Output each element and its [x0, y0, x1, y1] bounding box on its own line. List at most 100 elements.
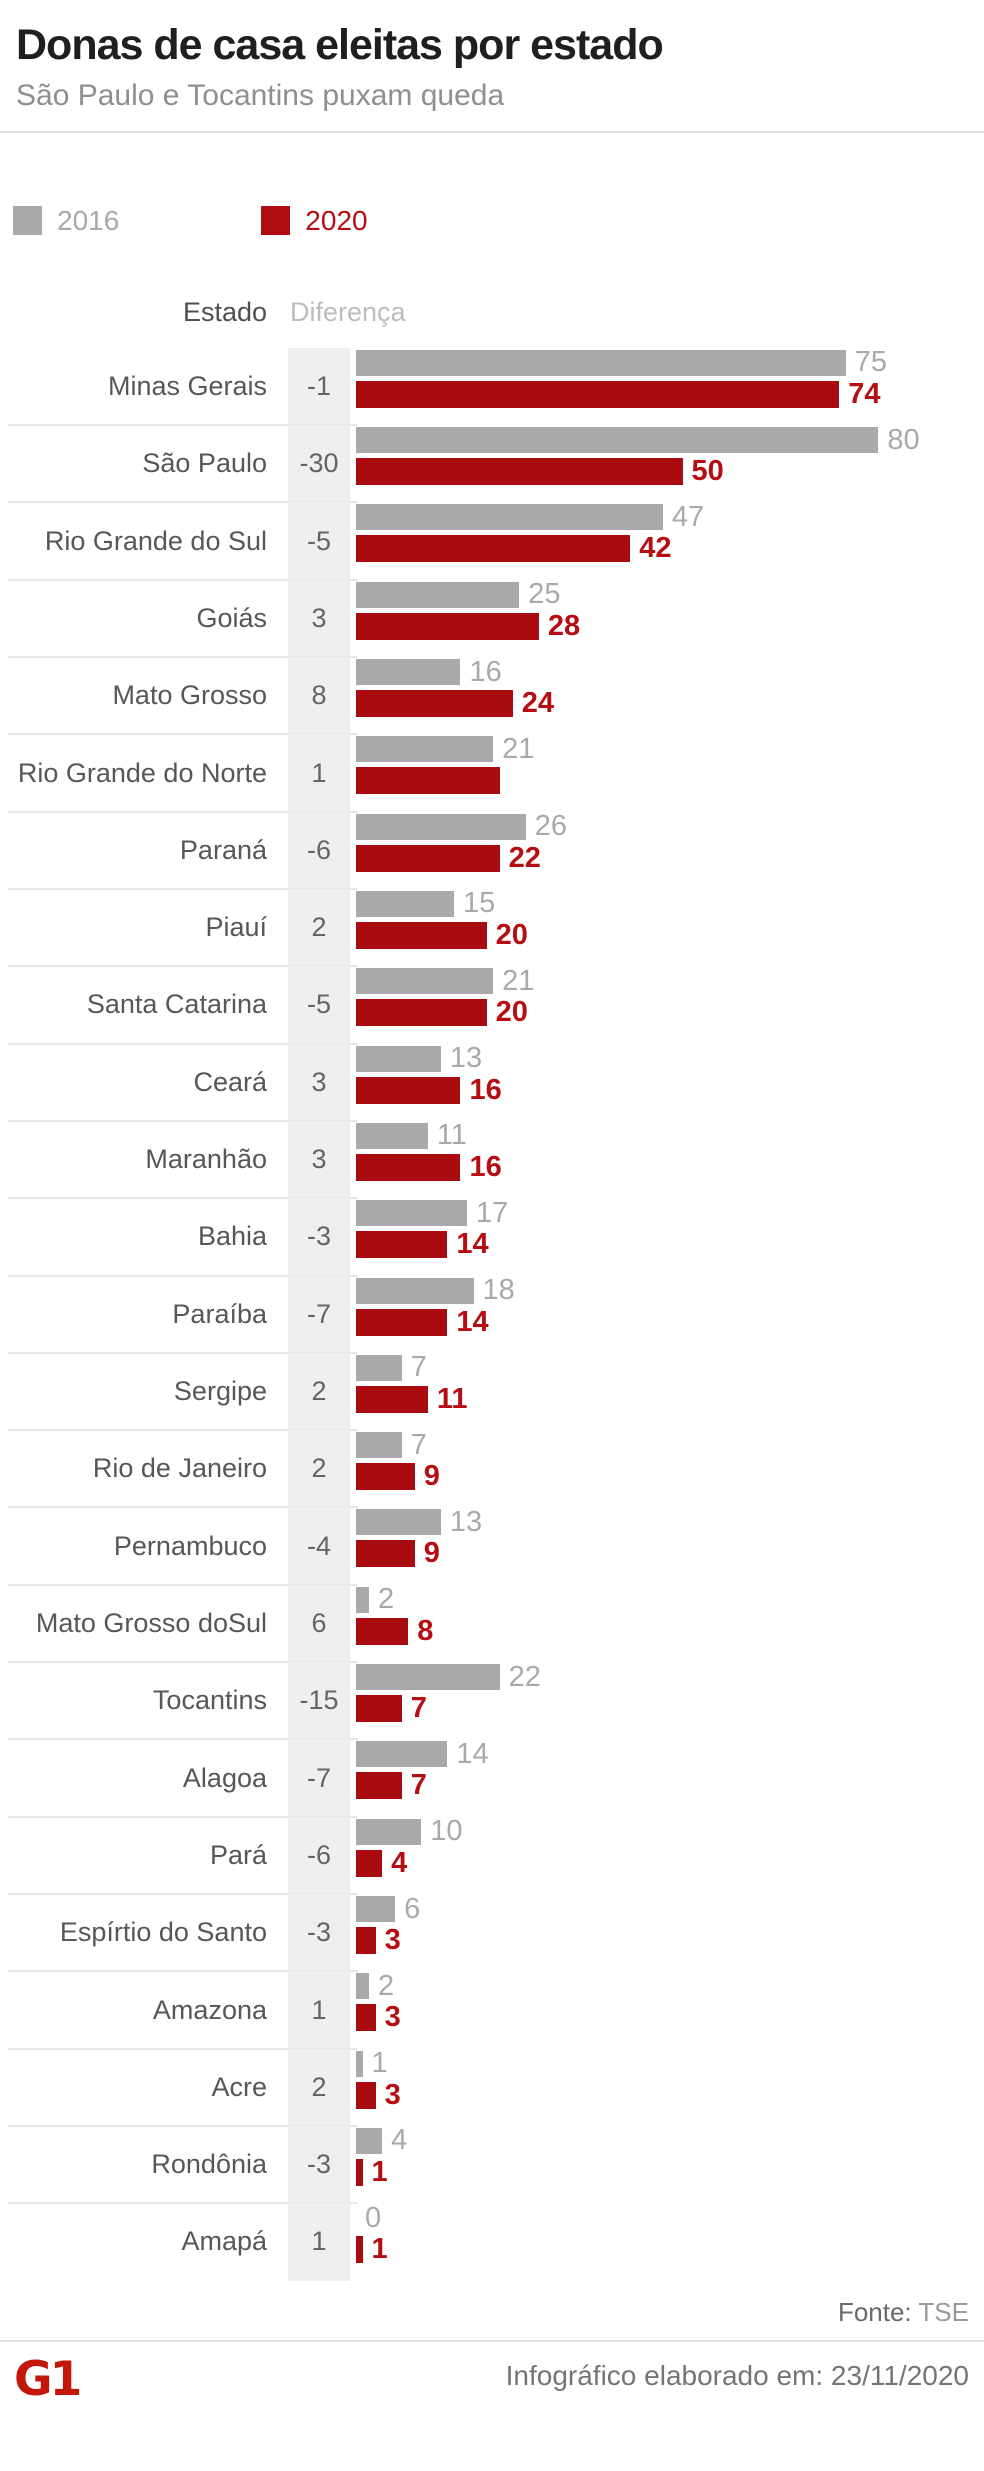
diff-value: -5 — [288, 966, 350, 1044]
bar-2020 — [356, 2158, 363, 2186]
diff-value: -7 — [288, 1739, 350, 1817]
bar-line-2020: 9 — [356, 1462, 984, 1491]
table-row: Amazona 1 2 3 — [0, 1971, 984, 2050]
bar-2020 — [356, 612, 539, 640]
bar-line-2016: 13 — [356, 1505, 984, 1538]
bars-cell: 0 1 — [356, 2203, 984, 2280]
bar-2020 — [356, 690, 513, 718]
bar-2020 — [356, 1463, 415, 1491]
bar-2020 — [356, 535, 631, 563]
table-row: Tocantins -15 22 7 — [0, 1660, 984, 1741]
bar-2016 — [356, 736, 494, 763]
bar-line-2020: 22 — [356, 841, 984, 874]
bar-2020-value: 4 — [391, 1846, 408, 1879]
bar-2020 — [356, 1231, 448, 1259]
column-header-diferenca: Diferença — [290, 296, 406, 327]
bar-2016-value: 25 — [528, 578, 561, 611]
table-row: Piauí 2 15 20 — [0, 887, 984, 968]
bar-line-2020: 14 — [356, 1230, 984, 1259]
bar-line-2016: 11 — [356, 1121, 984, 1150]
diff-value: 8 — [288, 657, 350, 735]
bar-line-2016: 80 — [356, 425, 984, 454]
bar-line-2016: 47 — [356, 500, 984, 533]
bar-line-2016: 6 — [356, 1894, 984, 1923]
row-separator — [8, 1351, 358, 1354]
credit-text: Infográfico elaborado em: 23/11/2020 — [505, 2359, 969, 2391]
diff-value: -4 — [288, 1507, 350, 1585]
bar-line-2016: 0 — [356, 2203, 984, 2232]
bar-2016-value: 4 — [391, 2124, 408, 2157]
bar-2016 — [356, 2050, 363, 2077]
table-row: Bahia -3 17 14 — [0, 1198, 984, 1277]
bar-line-2020: 20 — [356, 920, 984, 949]
bars-cell: 21 — [356, 734, 984, 811]
bar-line-2020: 24 — [356, 689, 984, 718]
column-header-estado: Estado — [182, 296, 267, 327]
bar-line-2020: 50 — [356, 457, 984, 486]
state-label: Pernambuco — [113, 1530, 267, 1561]
row-separator — [8, 1506, 358, 1509]
bar-2016 — [356, 1741, 448, 1768]
bar-2016 — [356, 890, 454, 917]
bar-line-2020 — [356, 767, 984, 795]
bar-2016 — [356, 1122, 428, 1149]
state-label: Paraná — [179, 834, 267, 865]
bar-line-2020: 4 — [356, 1846, 984, 1879]
bars-cell: 4 1 — [356, 2126, 984, 2203]
bar-2016 — [356, 1664, 500, 1691]
table-row: Paraná -6 26 22 — [0, 810, 984, 890]
bar-2016 — [356, 1432, 402, 1459]
diff-value: -3 — [288, 2125, 350, 2204]
bar-line-2020: 16 — [356, 1075, 984, 1104]
column-headers: Estado Diferença — [0, 297, 984, 327]
diff-value: -30 — [288, 425, 350, 503]
bar-2016-value: 15 — [462, 887, 496, 920]
bar-line-2020: 8 — [356, 1616, 984, 1645]
bar-2016-value: 47 — [671, 500, 705, 533]
bar-2016 — [356, 2127, 383, 2154]
bar-2016 — [356, 349, 846, 376]
bar-2020 — [356, 1617, 409, 1645]
bar-line-2016: 25 — [356, 578, 984, 611]
bar-line-2020: 28 — [356, 611, 984, 640]
header: Donas de casa eleitas por estado São Pau… — [0, 0, 984, 114]
bar-2020-value: 42 — [639, 532, 672, 565]
diff-value: 3 — [288, 1043, 350, 1121]
diff-value: -3 — [288, 1198, 350, 1276]
row-separator — [8, 1738, 358, 1741]
state-label: Piauí — [205, 912, 267, 943]
table-row: Maranhão 3 11 16 — [0, 1120, 984, 1200]
diff-value: 1 — [288, 734, 350, 812]
row-separator — [8, 1274, 358, 1277]
row-separator — [8, 2124, 358, 2127]
bars-cell: 47 42 — [356, 502, 984, 579]
row-separator — [8, 1583, 358, 1586]
bar-2016-value: 26 — [534, 810, 568, 843]
chart-rows: Minas Gerais -1 75 74 São Paulo -30 80 5… — [0, 347, 984, 2281]
bar-2020-value: 22 — [508, 841, 541, 874]
bar-2016-value: 13 — [449, 1505, 483, 1538]
table-row: Ceará 3 13 16 — [0, 1043, 984, 1122]
state-label: Mato Grosso — [112, 680, 267, 711]
bars-cell: 13 9 — [356, 1507, 984, 1584]
bar-2020-value: 74 — [848, 377, 881, 410]
bar-2016-value: 2 — [378, 1969, 395, 2002]
state-label: Ceará — [193, 1066, 267, 1097]
bar-2016 — [356, 427, 879, 454]
state-label: Paraíba — [172, 1298, 267, 1329]
top-divider — [0, 130, 984, 133]
bars-cell: 7 9 — [356, 1430, 984, 1507]
state-label: Mato Grosso doSul — [35, 1607, 267, 1638]
state-label: Rio de Janeiro — [92, 1453, 267, 1484]
legend-item-2020: 2020 — [261, 205, 368, 237]
state-label: Alagoa — [182, 1762, 267, 1793]
bar-2016 — [356, 813, 526, 840]
bar-2020 — [356, 999, 487, 1027]
row-separator — [8, 1042, 358, 1045]
bars-cell: 2 3 — [356, 1971, 984, 2048]
bar-2016-value: 10 — [430, 1815, 463, 1848]
bar-2016-value: 7 — [410, 1351, 427, 1384]
bar-2020 — [356, 1849, 383, 1877]
bar-2020-value: 11 — [436, 1382, 468, 1415]
bar-2016-value: 22 — [508, 1660, 541, 1693]
